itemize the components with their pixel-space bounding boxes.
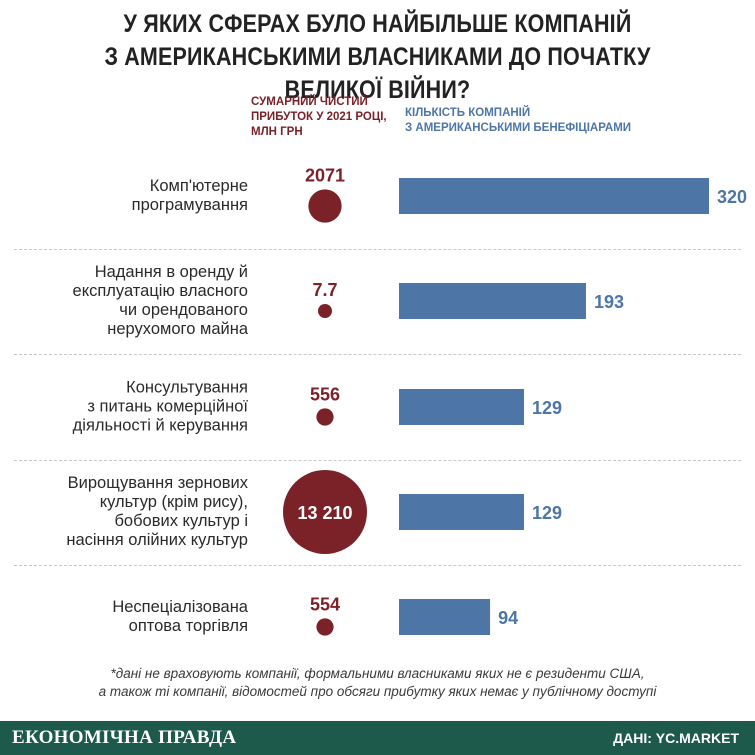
profit-circle	[316, 618, 334, 636]
profit-header-line: МЛН ГРН	[251, 126, 303, 138]
count-bar	[399, 389, 524, 425]
category-label-line: насіння олійних культур	[66, 531, 248, 549]
row-separator	[14, 565, 741, 566]
row-separator	[14, 460, 741, 461]
count-header-line: КІЛЬКІСТЬ КОМПАНІЙ	[405, 107, 531, 119]
title-line-1: У ЯКИХ СФЕРАХ БУЛО НАЙБІЛЬШЕ КОМПАНІЙ	[123, 10, 632, 38]
count-value-label: 94	[498, 608, 518, 628]
profit-circle	[318, 304, 332, 318]
profit-value-label: 556	[310, 384, 340, 404]
footnote: *дані не враховують компанії, формальним…	[0, 665, 755, 701]
row-separator	[14, 249, 741, 250]
category-label-line: діяльності й керування	[72, 416, 248, 435]
category-label-line: бобових культур і	[114, 512, 248, 530]
title-line-2: З АМЕРИКАНСЬКИМИ ВЛАСНИКАМИ ДО ПОЧАТКУ В…	[104, 43, 651, 104]
count-value-label: 320	[717, 187, 747, 207]
category-label-line: Надання в оренду й	[94, 263, 248, 281]
category-label-line: Консультування	[126, 378, 248, 397]
count-header-line: З АМЕРИКАНСЬКИМИ БЕНЕФІЦІАРАМИ	[405, 122, 632, 134]
category-label-line: чи орендованого	[119, 301, 248, 319]
category-label-line: оптова торгівля	[128, 617, 248, 635]
chart-title: У ЯКИХ СФЕРАХ БУЛО НАЙБІЛЬШЕ КОМПАНІЙ З …	[53, 8, 702, 107]
category-label-line: Комп'ютерне	[149, 177, 248, 195]
footer-bar: ЕКОНОМІЧНА ПРАВДА ДАНІ: YC.MARKET	[0, 721, 755, 755]
category-label-line: з питань комерційної	[87, 397, 248, 416]
category-label-line: програмування	[131, 196, 248, 214]
category-label: Комп'ютерне програмування	[8, 177, 248, 215]
chart-plot: 320 193 129 129 94 2071 7.7 556 13 210 554	[283, 165, 747, 636]
publisher-logo: ЕКОНОМІЧНА ПРАВДА	[12, 727, 237, 748]
footnote-line: а також ті компанії, відомостей про обся…	[98, 684, 657, 699]
profit-value-label: 13 210	[297, 503, 352, 523]
category-label: Вирощування зернових культур (крім рису),…	[8, 474, 248, 550]
profit-value-label: 554	[310, 594, 340, 614]
category-label: Неспеціалізована оптова торгівля	[8, 598, 248, 636]
category-label: Консультування з питань комерційної діяльн…	[8, 379, 248, 436]
row-separator	[14, 354, 741, 355]
count-value-label: 129	[532, 398, 562, 418]
count-bar	[399, 494, 524, 530]
profit-circle	[316, 408, 334, 426]
profit-value-label: 7.7	[312, 280, 337, 300]
profit-header-line: СУМАРНИЙ ЧИСТИЙ	[251, 96, 368, 108]
category-label-line: Неспеціалізована	[112, 598, 248, 616]
count-bar	[399, 178, 709, 214]
profit-column-header: СУМАРНИЙ ЧИСТИЙ ПРИБУТОК У 2021 РОЦІ, МЛ…	[251, 95, 401, 140]
category-label-line: Вирощування зернових	[67, 474, 248, 492]
category-label-line: культур (крім рису),	[99, 493, 248, 511]
category-label: Надання в оренду й експлуатацію власного ч…	[8, 263, 248, 339]
count-column-header: КІЛЬКІСТЬ КОМПАНІЙ З АМЕРИКАНСЬКИМИ БЕНЕ…	[405, 106, 665, 136]
category-label-line: експлуатацію власного	[72, 282, 248, 300]
profit-header-line: ПРИБУТОК У 2021 РОЦІ,	[251, 111, 387, 123]
count-bar	[399, 283, 586, 319]
profit-circle	[283, 470, 367, 554]
count-value-label: 193	[594, 292, 624, 312]
count-bar	[399, 599, 491, 635]
count-value-label: 129	[532, 503, 562, 523]
category-label-line: нерухомого майна	[107, 320, 248, 338]
data-source: ДАНІ: YC.MARKET	[613, 730, 739, 746]
profit-circle	[308, 189, 342, 223]
footnote-line: *дані не враховують компанії, формальним…	[110, 666, 645, 681]
profit-value-label: 2071	[305, 165, 345, 185]
